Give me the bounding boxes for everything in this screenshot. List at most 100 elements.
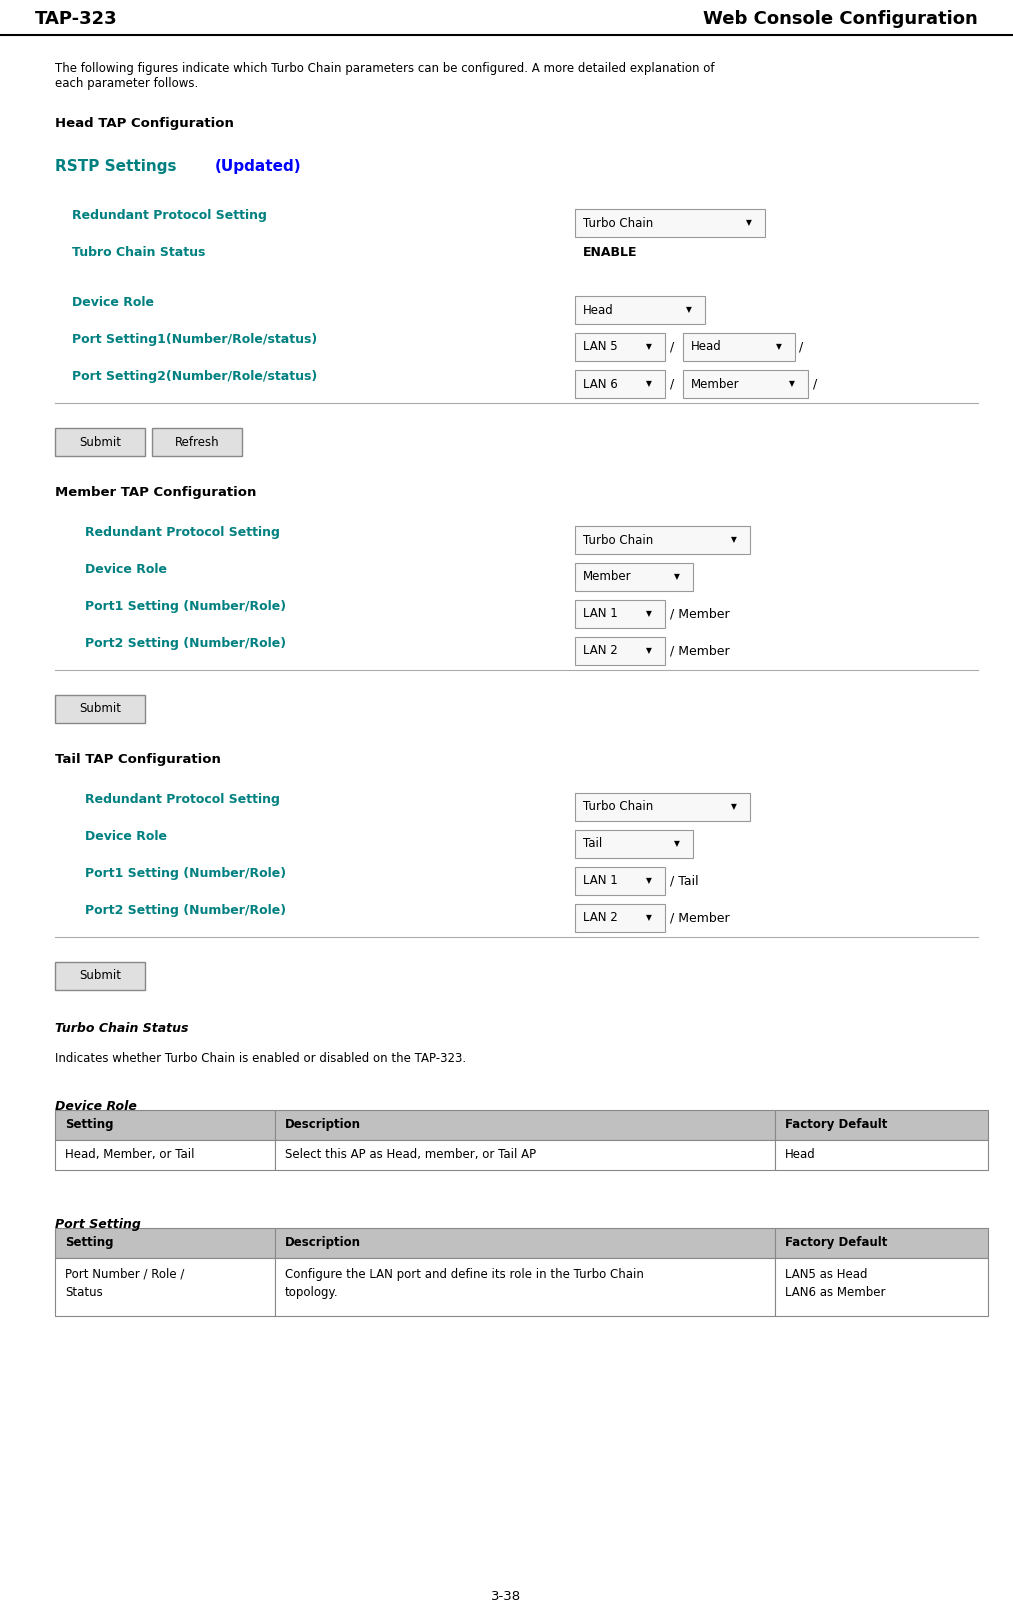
FancyBboxPatch shape: [55, 1228, 275, 1259]
Text: Device Role: Device Role: [55, 1100, 137, 1113]
Text: LAN 1: LAN 1: [583, 607, 618, 620]
FancyBboxPatch shape: [575, 563, 693, 591]
FancyBboxPatch shape: [575, 333, 665, 361]
FancyBboxPatch shape: [152, 429, 242, 456]
Text: ▼: ▼: [686, 306, 692, 314]
Text: Description: Description: [285, 1236, 361, 1249]
Text: Setting: Setting: [65, 1118, 113, 1131]
Text: ▼: ▼: [646, 610, 652, 618]
Text: Redundant Protocol Setting: Redundant Protocol Setting: [85, 793, 280, 806]
Text: Head: Head: [691, 340, 721, 353]
Text: Head TAP Configuration: Head TAP Configuration: [55, 116, 234, 129]
FancyBboxPatch shape: [775, 1141, 988, 1170]
Text: LAN 6: LAN 6: [583, 377, 618, 390]
Text: / Member: / Member: [670, 607, 729, 620]
FancyBboxPatch shape: [55, 963, 145, 990]
Text: Port1 Setting (Number/Role): Port1 Setting (Number/Role): [85, 867, 286, 880]
Text: Tail TAP Configuration: Tail TAP Configuration: [55, 752, 221, 765]
FancyBboxPatch shape: [55, 696, 145, 723]
Text: ▼: ▼: [776, 343, 782, 351]
Text: Factory Default: Factory Default: [785, 1118, 887, 1131]
FancyBboxPatch shape: [275, 1259, 775, 1315]
FancyBboxPatch shape: [275, 1110, 775, 1141]
FancyBboxPatch shape: [55, 1110, 275, 1141]
Text: Turbo Chain: Turbo Chain: [583, 801, 653, 814]
Text: Head: Head: [785, 1149, 815, 1162]
Text: LAN 5: LAN 5: [583, 340, 618, 353]
Text: Submit: Submit: [79, 702, 121, 715]
Text: / Member: / Member: [670, 911, 729, 924]
FancyBboxPatch shape: [55, 1141, 275, 1170]
Text: /: /: [670, 340, 675, 353]
Text: Port Number / Role /
Status: Port Number / Role / Status: [65, 1269, 184, 1299]
Text: Head: Head: [583, 304, 614, 317]
Text: Factory Default: Factory Default: [785, 1236, 887, 1249]
Text: ▼: ▼: [646, 914, 652, 922]
Text: Configure the LAN port and define its role in the Turbo Chain
topology.: Configure the LAN port and define its ro…: [285, 1269, 644, 1299]
Text: /: /: [670, 377, 675, 390]
Text: ▼: ▼: [646, 380, 652, 388]
Text: Refresh: Refresh: [174, 435, 219, 448]
Text: Device Role: Device Role: [85, 563, 167, 576]
Text: Port Setting2(Number/Role/status): Port Setting2(Number/Role/status): [72, 371, 317, 383]
FancyBboxPatch shape: [575, 637, 665, 665]
FancyBboxPatch shape: [683, 333, 795, 361]
Text: ENABLE: ENABLE: [583, 246, 637, 259]
Text: Turbo Chain: Turbo Chain: [583, 534, 653, 547]
FancyBboxPatch shape: [775, 1228, 988, 1259]
FancyBboxPatch shape: [575, 830, 693, 858]
Text: Web Console Configuration: Web Console Configuration: [703, 10, 978, 28]
Text: 3-38: 3-38: [491, 1589, 522, 1602]
Text: The following figures indicate which Turbo Chain parameters can be configured. A: The following figures indicate which Tur…: [55, 61, 714, 91]
Text: RSTP Settings: RSTP Settings: [55, 159, 181, 175]
Text: ▼: ▼: [674, 840, 680, 848]
Text: Submit: Submit: [79, 435, 121, 448]
Text: Redundant Protocol Setting: Redundant Protocol Setting: [72, 209, 266, 222]
FancyBboxPatch shape: [575, 867, 665, 895]
Text: ▼: ▼: [731, 803, 736, 812]
Text: Indicates whether Turbo Chain is enabled or disabled on the TAP-323.: Indicates whether Turbo Chain is enabled…: [55, 1052, 466, 1065]
Text: Description: Description: [285, 1118, 361, 1131]
Text: Port1 Setting (Number/Role): Port1 Setting (Number/Role): [85, 600, 286, 613]
Text: ▼: ▼: [731, 536, 736, 545]
Text: / Member: / Member: [670, 644, 729, 657]
Text: ▼: ▼: [646, 343, 652, 351]
Text: Port Setting1(Number/Role/status): Port Setting1(Number/Role/status): [72, 333, 317, 346]
Text: Port2 Setting (Number/Role): Port2 Setting (Number/Role): [85, 904, 286, 917]
Text: Setting: Setting: [65, 1236, 113, 1249]
Text: Member: Member: [691, 377, 739, 390]
Text: Redundant Protocol Setting: Redundant Protocol Setting: [85, 526, 280, 539]
Text: Submit: Submit: [79, 969, 121, 982]
Text: LAN 2: LAN 2: [583, 644, 618, 657]
Text: LAN 2: LAN 2: [583, 911, 618, 924]
FancyBboxPatch shape: [683, 371, 808, 398]
Text: Turbo Chain Status: Turbo Chain Status: [55, 1023, 188, 1036]
Text: Tail: Tail: [583, 838, 603, 851]
FancyBboxPatch shape: [275, 1228, 775, 1259]
Text: ▼: ▼: [674, 573, 680, 581]
Text: (Updated): (Updated): [215, 159, 302, 175]
Text: TAP-323: TAP-323: [35, 10, 118, 28]
Text: Select this AP as Head, member, or Tail AP: Select this AP as Head, member, or Tail …: [285, 1149, 536, 1162]
Text: Tubro Chain Status: Tubro Chain Status: [72, 246, 206, 259]
FancyBboxPatch shape: [275, 1141, 775, 1170]
Text: LAN 1: LAN 1: [583, 874, 618, 888]
Text: Member: Member: [583, 571, 632, 584]
Text: LAN5 as Head
LAN6 as Member: LAN5 as Head LAN6 as Member: [785, 1269, 885, 1299]
FancyBboxPatch shape: [575, 296, 705, 324]
Text: Port2 Setting (Number/Role): Port2 Setting (Number/Role): [85, 637, 286, 650]
FancyBboxPatch shape: [575, 209, 765, 236]
Text: ▼: ▼: [646, 647, 652, 655]
Text: /: /: [799, 340, 803, 353]
FancyBboxPatch shape: [55, 1259, 275, 1315]
Text: ▼: ▼: [646, 877, 652, 885]
Text: Head, Member, or Tail: Head, Member, or Tail: [65, 1149, 194, 1162]
Text: Device Role: Device Role: [85, 830, 167, 843]
Text: ▼: ▼: [789, 380, 795, 388]
Text: Turbo Chain: Turbo Chain: [583, 217, 653, 230]
Text: ▼: ▼: [746, 218, 752, 228]
Text: /: /: [813, 377, 817, 390]
FancyBboxPatch shape: [575, 904, 665, 932]
Text: Port Setting: Port Setting: [55, 1218, 141, 1231]
Text: Device Role: Device Role: [72, 296, 154, 309]
